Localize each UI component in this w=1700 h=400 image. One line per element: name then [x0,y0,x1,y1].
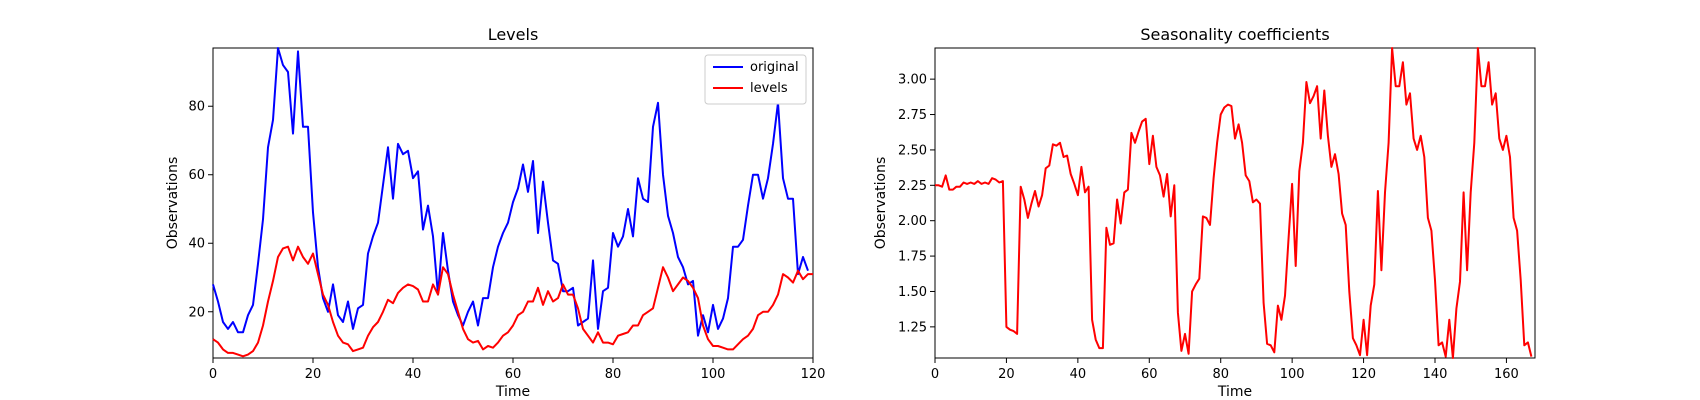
seasonality-title: Seasonality coefficients [1140,25,1329,44]
seasonality-x-tick-label: 160 [1494,367,1519,382]
levels-y-tick-label: 20 [188,305,205,320]
seasonality-y-tick-label: 3.00 [898,73,927,88]
levels-x-tick-label: 60 [505,367,522,382]
seasonality-x-tick-label: 140 [1423,367,1448,382]
seasonality-x-tick-label: 40 [1070,367,1087,382]
levels-x-tick-label: 0 [209,367,217,382]
levels-x-tick-label: 40 [405,367,422,382]
seasonality-x-tick-label: 100 [1280,367,1305,382]
seasonality-x-tick-label: 120 [1351,367,1376,382]
seasonality-y-label: Observations [873,157,889,250]
seasonality-x-tick-label: 80 [1212,367,1229,382]
seasonality-plot-frame [934,47,1536,359]
levels-x-tick-label: 20 [305,367,322,382]
levels-x-tick-label: 100 [701,367,726,382]
seasonality-x-tick-label: 0 [931,367,939,382]
seasonality-y-tick-label: 2.50 [898,143,927,158]
levels-x-ticks: 0 20 40 60 80 100 120 [209,358,826,382]
levels-y-ticks: 20 40 60 80 [188,100,213,320]
seasonality-chart: 0 20 40 60 80 100 120 140 160 1.25 1.50 1.75 2.00 2.… [873,25,1536,400]
seasonality-line-series-0 [935,47,1533,359]
levels-x-tick-label: 80 [605,367,622,382]
seasonality-y-tick-label: 1.50 [898,285,927,300]
seasonality-x-ticks: 0 20 40 60 80 100 120 140 160 [931,358,1519,382]
seasonality-x-label: Time [1217,384,1252,400]
levels-lines [212,47,813,358]
legend-entry-levels: levels [750,81,788,96]
seasonality-y-tick-label: 1.25 [898,320,927,335]
levels-x-label: Time [495,384,530,400]
seasonality-y-tick-label: 2.25 [898,179,927,194]
levels-line-original [212,47,809,337]
seasonality-y-tick-label: 2.00 [898,214,927,229]
levels-chart: 0 20 40 60 80 100 120 20 40 60 80 Levels Time Obs… [165,25,825,400]
levels-y-tick-label: 40 [188,237,205,252]
seasonality-lines [935,47,1533,359]
seasonality-y-ticks: 1.25 1.50 1.75 2.00 2.25 2.50 2.75 3.00 [898,73,935,335]
levels-x-tick-label: 120 [801,367,826,382]
seasonality-x-tick-label: 60 [1141,367,1158,382]
levels-legend: original levels [704,54,807,105]
seasonality-y-tick-label: 1.75 [898,250,927,265]
legend-entry-original: original [750,60,799,75]
seasonality-x-tick-label: 20 [998,367,1015,382]
seasonality-y-tick-label: 2.75 [898,108,927,123]
levels-y-tick-label: 60 [188,168,205,183]
levels-title: Levels [488,25,539,44]
levels-y-label: Observations [165,157,181,250]
levels-line-levels [212,245,813,358]
levels-y-tick-label: 80 [188,100,205,115]
